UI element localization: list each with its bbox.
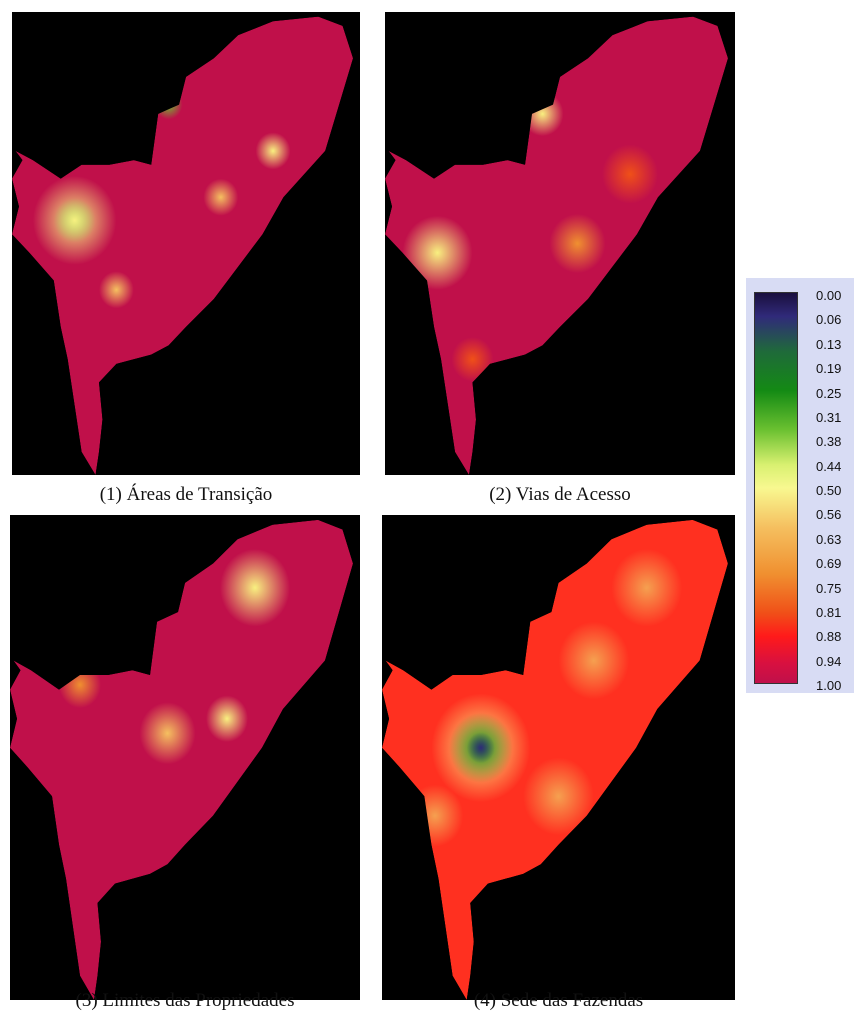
legend-label: 0.19	[816, 361, 841, 376]
map	[10, 515, 360, 1000]
legend-label: 0.88	[816, 629, 841, 644]
legend-label: 0.56	[816, 507, 841, 522]
caption: (4) Sede das Fazendas	[382, 990, 735, 1012]
page: (1) Áreas de Transição (2) Vias de Acess…	[0, 0, 856, 1016]
legend-label: 0.25	[816, 386, 841, 401]
legend-label: 1.00	[816, 678, 841, 693]
map-panel	[12, 12, 360, 475]
color-bar	[754, 292, 798, 684]
legend-label: 0.94	[816, 654, 841, 669]
legend-label: 0.75	[816, 581, 841, 596]
map	[382, 515, 735, 1000]
caption: (1) Áreas de Transição	[12, 484, 360, 506]
legend-label: 0.38	[816, 434, 841, 449]
legend-label: 0.63	[816, 532, 841, 547]
legend-label: 0.81	[816, 605, 841, 620]
map-panel	[382, 515, 735, 1000]
legend-label: 0.06	[816, 312, 841, 327]
map	[12, 12, 360, 475]
caption: (2) Vias de Acesso	[385, 484, 735, 506]
legend-label: 0.50	[816, 483, 841, 498]
legend-label: 0.31	[816, 410, 841, 425]
legend-label: 0.69	[816, 556, 841, 571]
caption: (3) Limites das Propriedades	[10, 990, 360, 1012]
legend-label: 0.13	[816, 337, 841, 352]
legend-label: 0.00	[816, 288, 841, 303]
color-legend: 0.00 0.06 0.13 0.19 0.25 0.31 0.38 0.44 0.50 0.56…	[746, 278, 854, 693]
map-panel	[385, 12, 735, 475]
map-panel	[10, 515, 360, 1000]
legend-label: 0.44	[816, 459, 841, 474]
map	[385, 12, 735, 475]
